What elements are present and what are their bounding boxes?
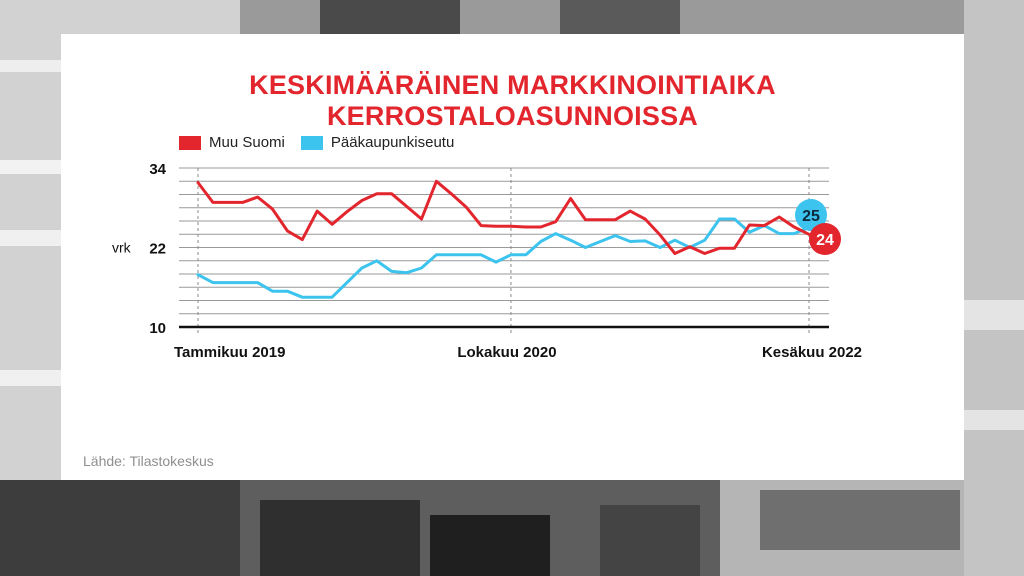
legend-swatch-blue bbox=[300, 135, 323, 150]
legend-item-muu-suomi: Muu Suomi bbox=[179, 134, 285, 151]
chart-title: KESKIMÄÄRÄINEN MARKKINOINTIAIKA KERROSTA… bbox=[249, 70, 776, 131]
source-note: Lähde: Tilastokeskus bbox=[83, 453, 214, 469]
legend-label: Pääkaupunkiseutu bbox=[330, 134, 455, 151]
y-tick-label: 10 bbox=[149, 320, 166, 337]
end-bubble-paakaupunkiseutu bbox=[795, 199, 827, 231]
x-tick-label: Lokakuu 2020 bbox=[457, 344, 556, 361]
line-chart: 10 22 34 vrk Tammikuu 2019 Lokakuu 2020 Kesäku… bbox=[112, 161, 862, 361]
end-value-label: 25 bbox=[802, 208, 820, 225]
legend: Muu Suomi Pääkaupunkiseutu bbox=[179, 134, 470, 151]
legend-swatch-red bbox=[179, 135, 201, 150]
legend-label: Muu Suomi bbox=[209, 134, 285, 151]
end-bubble-muu-suomi bbox=[809, 223, 841, 255]
x-tick-label: Kesäkuu 2022 bbox=[762, 344, 862, 361]
y-axis-label: vrk bbox=[112, 240, 132, 256]
y-tick-label: 34 bbox=[149, 161, 166, 178]
y-tick-label: 22 bbox=[149, 241, 166, 258]
series-line-muu-suomi bbox=[196, 179, 811, 255]
end-value-label: 24 bbox=[816, 232, 834, 249]
legend-item-paakaupunkiseutu: Pääkaupunkiseutu bbox=[300, 134, 455, 151]
series-line-paakaupunkiseutu bbox=[196, 217, 811, 299]
chart-card: KESKIMÄÄRÄINEN MARKKINOINTIAIKA KERROSTA… bbox=[61, 34, 964, 480]
x-tick-label: Tammikuu 2019 bbox=[174, 344, 285, 361]
